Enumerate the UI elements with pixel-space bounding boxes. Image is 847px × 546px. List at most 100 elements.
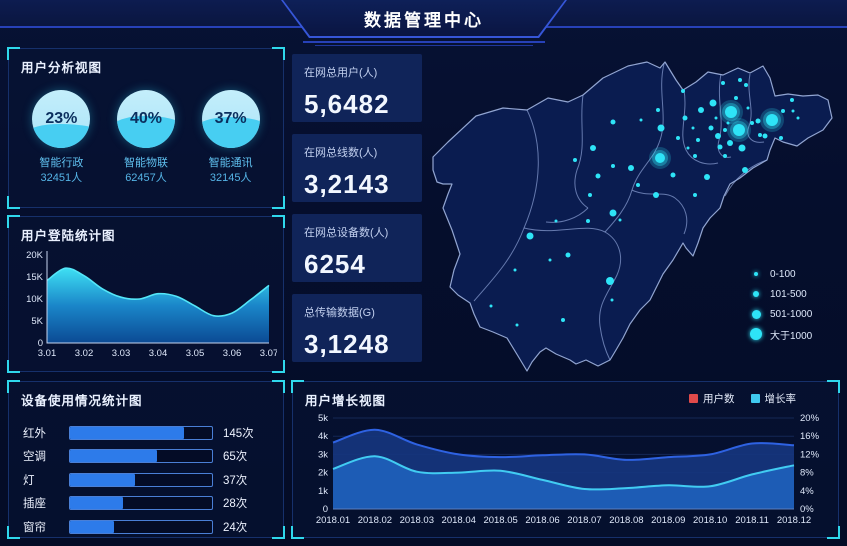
map-svg bbox=[432, 61, 833, 372]
map-legend-row: 101-500 bbox=[748, 284, 812, 304]
gauge-liquid-fill bbox=[32, 124, 91, 148]
svg-text:15K: 15K bbox=[26, 272, 44, 283]
svg-text:3k: 3k bbox=[318, 449, 328, 460]
panel-device-usage: 设备使用情况统计图 红外 145次 空调 65次 灯 37次 插座 28次 bbox=[7, 380, 285, 539]
gauge-row: 23% 智能行政 32451人 40% 智能物联 62457人 bbox=[9, 78, 283, 185]
map-legend-row: 0-100 bbox=[748, 264, 812, 284]
panel-title: 设备使用情况统计图 bbox=[21, 394, 143, 408]
svg-text:10K: 10K bbox=[26, 294, 44, 305]
svg-text:1k: 1k bbox=[318, 486, 328, 497]
svg-text:2k: 2k bbox=[318, 468, 328, 479]
gauge-label: 智能物联 62457人 bbox=[123, 157, 168, 184]
stat-card-total-users: 在网总用户(人) 5,6482 bbox=[292, 54, 422, 122]
svg-text:3.05: 3.05 bbox=[186, 348, 205, 359]
stat-card-total-devices: 在网总设备数(人) 6254 bbox=[292, 214, 422, 282]
svg-text:2018.02: 2018.02 bbox=[358, 515, 392, 526]
svg-text:2018.06: 2018.06 bbox=[525, 515, 559, 526]
liquid-gauge: 37% bbox=[201, 90, 260, 148]
panel-title: 用户分析视图 bbox=[21, 61, 103, 75]
bar-fill bbox=[70, 520, 115, 533]
svg-text:2018.11: 2018.11 bbox=[735, 515, 769, 526]
bar-track bbox=[69, 425, 213, 440]
bar-row: 红外 145次 bbox=[23, 425, 254, 440]
header-deco-line bbox=[303, 41, 545, 43]
bar-track bbox=[69, 519, 213, 534]
bar-fill bbox=[70, 473, 136, 486]
panel-login-stats: 用户登陆统计图 0 5K 10K 15K 20K 3.01 3.02 3.03 3.04 3.05… bbox=[7, 215, 285, 373]
svg-text:2018.09: 2018.09 bbox=[651, 515, 685, 526]
gauge-count: 32451人 bbox=[40, 172, 83, 184]
stat-card-total-transfer: 总传输数据(G) 3,1248 bbox=[292, 294, 422, 362]
region-bubble-map: 0-100 101-500 501-1000 大于1000 bbox=[428, 38, 847, 383]
svg-text:3.07: 3.07 bbox=[260, 348, 277, 359]
map-legend-row: 501-1000 bbox=[748, 304, 812, 324]
header-title-trapezoid: 数据管理中心 bbox=[281, 0, 567, 38]
gauge-count: 62457人 bbox=[125, 172, 167, 184]
panel-title: 用户增长视图 bbox=[305, 394, 387, 408]
legend-dot-xlarge bbox=[750, 328, 762, 340]
svg-text:2018.10: 2018.10 bbox=[693, 515, 727, 526]
svg-text:3.06: 3.06 bbox=[223, 348, 242, 359]
growth-area-chart: 0 1k 2k 3k 4k 5k 0% 4% 8% 12% 16% 20% 2018.01 2018.02… bbox=[316, 413, 820, 526]
device-bar-chart: 红外 145次 空调 65次 灯 37次 插座 28次 窗帘 bbox=[9, 411, 283, 539]
svg-text:0%: 0% bbox=[800, 504, 814, 515]
liquid-gauge: 40% bbox=[116, 90, 175, 148]
panel-user-analysis: 用户分析视图 23% 智能行政 32451人 40% 智能物联 bbox=[7, 47, 285, 209]
svg-text:2018.03: 2018.03 bbox=[400, 515, 434, 526]
bar-row: 插座 28次 bbox=[23, 496, 248, 511]
svg-text:0: 0 bbox=[38, 338, 43, 349]
svg-text:2018.01: 2018.01 bbox=[316, 515, 350, 526]
bar-row: 窗帘 24次 bbox=[23, 519, 248, 534]
gauge-admin: 23% 智能行政 32451人 bbox=[22, 90, 100, 185]
svg-text:4%: 4% bbox=[800, 486, 814, 497]
legend-dot-medium bbox=[753, 291, 759, 297]
legend-dot-small bbox=[754, 272, 758, 276]
panel-user-growth: 用户增长视图 用户数 增长率 0 1k 2k 3k 4k 5k 0% 4% 8% 12% 16% 20… bbox=[291, 380, 840, 539]
svg-text:5K: 5K bbox=[31, 316, 43, 327]
panel-title: 用户登陆统计图 bbox=[21, 229, 116, 243]
gauge-label: 智能通讯 32145人 bbox=[208, 157, 253, 184]
svg-text:2018.07: 2018.07 bbox=[567, 515, 601, 526]
map-legend-row: 大于1000 bbox=[748, 324, 812, 344]
gauge-comms: 37% 智能通讯 32145人 bbox=[192, 90, 270, 185]
gauge-liquid-fill bbox=[201, 117, 260, 148]
svg-text:4k: 4k bbox=[318, 431, 328, 442]
svg-text:8%: 8% bbox=[800, 468, 814, 479]
svg-text:0: 0 bbox=[323, 504, 328, 515]
liquid-gauge: 23% bbox=[32, 90, 91, 148]
login-area-chart: 0 5K 10K 15K 20K 3.01 3.02 3.03 3.04 3.05 3.06 3.07 bbox=[26, 250, 277, 359]
bar-fill bbox=[70, 450, 157, 463]
bar-track bbox=[69, 449, 213, 464]
gauge-liquid-fill bbox=[116, 115, 175, 148]
gauge-count: 32145人 bbox=[209, 172, 252, 184]
bar-row: 空调 65次 bbox=[23, 449, 248, 464]
legend-item-users[interactable]: 用户数 bbox=[689, 391, 735, 406]
gauge-label: 智能行政 32451人 bbox=[39, 157, 84, 184]
bar-fill bbox=[70, 426, 184, 439]
svg-text:2018.08: 2018.08 bbox=[609, 515, 643, 526]
chart-legend: 用户数 增长率 bbox=[689, 391, 796, 406]
svg-text:2018.12: 2018.12 bbox=[777, 515, 811, 526]
map-legend: 0-100 101-500 501-1000 大于1000 bbox=[748, 264, 812, 344]
svg-text:3.01: 3.01 bbox=[38, 348, 57, 359]
bar-row: 灯 37次 bbox=[23, 472, 248, 487]
svg-text:3.04: 3.04 bbox=[149, 348, 168, 359]
bar-track bbox=[69, 496, 213, 511]
svg-text:2018.04: 2018.04 bbox=[442, 515, 476, 526]
bar-track bbox=[69, 472, 213, 487]
legend-swatch-users bbox=[689, 394, 698, 403]
svg-text:3.03: 3.03 bbox=[112, 348, 131, 359]
header-deco-line bbox=[315, 45, 533, 46]
stat-card-total-lines: 在网总线数(人) 3,2143 bbox=[292, 134, 422, 202]
legend-swatch-growth-rate bbox=[750, 394, 760, 403]
svg-text:20K: 20K bbox=[26, 250, 44, 261]
page-title: 数据管理中心 bbox=[364, 10, 484, 30]
legend-item-growth-rate[interactable]: 增长率 bbox=[750, 391, 796, 406]
svg-text:5k: 5k bbox=[318, 413, 328, 424]
legend-dot-large bbox=[751, 309, 761, 319]
svg-text:20%: 20% bbox=[800, 413, 820, 424]
bar-fill bbox=[70, 497, 123, 510]
svg-text:3.02: 3.02 bbox=[75, 348, 94, 359]
svg-text:2018.05: 2018.05 bbox=[483, 515, 517, 526]
